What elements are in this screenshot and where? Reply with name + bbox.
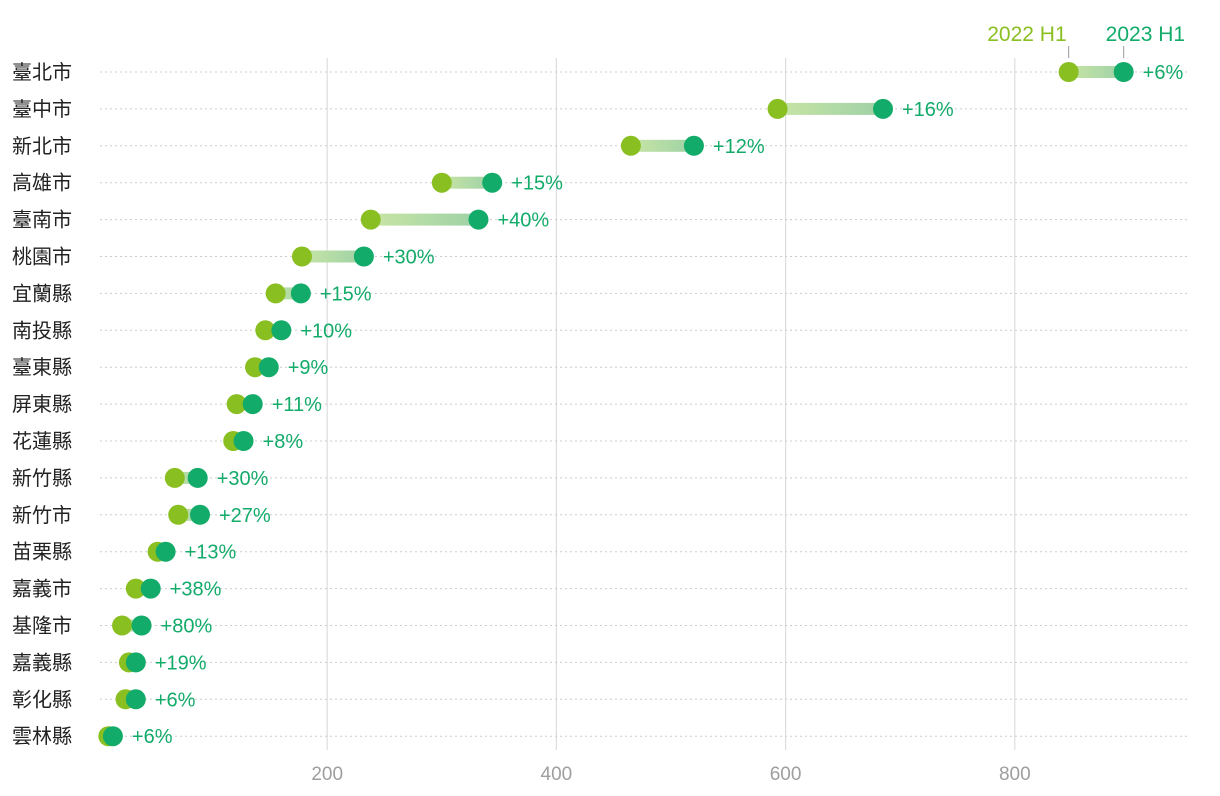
change-label: +19% [155,652,207,674]
dot-2022-h1 [226,394,247,415]
dot-2023-h1 [873,98,894,119]
category-label: 臺東縣 [12,355,72,379]
change-label: +80% [161,616,213,638]
change-label: +12% [713,136,765,158]
change-label: +15% [511,173,563,195]
change-label: +13% [185,542,237,564]
grid-layer: 200 400 600 800 [311,58,1031,785]
dot-2022-h1 [431,172,452,193]
legend-2022-h1: 2022 H1 [987,23,1066,46]
category-label: 嘉義縣 [12,650,72,674]
category-label: 彰化縣 [12,687,72,711]
dot-2023-h1 [683,135,704,156]
dot-2022-h1 [125,578,146,599]
category-label: 宜蘭縣 [12,281,72,305]
category-label: 新北市 [12,134,72,158]
category-label: 花蓮縣 [12,429,72,453]
dot-2022-h1 [360,209,381,230]
category-label: 新竹縣 [12,466,72,490]
dot-2023-h1 [242,394,263,415]
dot-2022-h1 [620,135,641,156]
change-label: +9% [288,357,329,379]
x-tick-label: 800 [999,764,1031,785]
category-label: 嘉義市 [12,577,72,601]
dot-2022-h1 [767,98,788,119]
dot-2023-h1 [233,431,254,451]
legend-2023-h1: 2023 H1 [1106,23,1185,46]
x-tick-label: 200 [311,764,343,785]
dot-2022-h1 [291,246,312,267]
connector-bar [301,250,364,263]
connector-bar [630,139,694,152]
category-label: 雲林縣 [12,724,72,748]
dot-2023-h1 [189,504,210,525]
rows-layer: 臺北市 +6% 臺中市 +16% 新北市 +12% 高雄市 +15% 臺南市 +40% 桃園市 +30… [12,60,1190,748]
dot-2022-h1 [1058,62,1079,82]
dot-2023-h1 [353,246,374,267]
change-label: +38% [170,579,222,601]
dot-2023-h1 [290,283,311,304]
dot-2023-h1 [1113,62,1134,82]
dot-2022-h1 [245,357,266,378]
dot-2023-h1 [125,652,146,673]
category-label: 高雄市 [12,171,72,195]
dot-2023-h1 [131,615,152,636]
category-label: 新竹市 [12,503,72,527]
change-label: +8% [263,431,304,453]
category-label: 基隆市 [12,614,72,638]
category-label: 臺北市 [12,60,72,84]
change-label: +6% [132,726,173,748]
dot-2023-h1 [258,357,279,378]
dot-2023-h1 [102,726,123,747]
connector-bar [1068,66,1124,78]
legend: 2022 H1 2023 H1 [987,23,1185,58]
dot-2022-h1 [265,283,286,304]
change-label: +6% [1143,62,1184,84]
category-label: 桃園市 [12,245,72,269]
connector-bar [370,213,479,226]
x-tick-label: 600 [770,764,802,785]
dot-2023-h1 [155,541,176,562]
change-label: +27% [219,505,271,527]
dot-2022-h1 [255,320,276,341]
change-label: +16% [902,99,954,121]
dot-2022-h1 [164,467,185,488]
change-label: +30% [383,247,435,269]
change-label: +40% [497,210,549,232]
change-label: +15% [320,283,372,305]
change-label: +6% [155,689,196,711]
category-label: 苗栗縣 [12,540,72,564]
dot-2023-h1 [468,209,489,230]
connector-bar [777,102,884,115]
dot-2023-h1 [125,689,146,710]
change-label: +11% [272,394,322,416]
dot-2023-h1 [482,172,503,193]
x-tick-label: 400 [541,764,573,785]
connector-bar [441,176,493,189]
dot-2023-h1 [140,578,161,599]
dot-2023-h1 [271,320,292,341]
category-label: 屏東縣 [12,392,72,416]
dot-2022-h1 [168,504,189,525]
category-label: 臺南市 [12,208,72,232]
category-label: 南投縣 [12,318,72,342]
change-label: +10% [300,320,352,342]
change-label: +30% [217,468,269,490]
dot-2023-h1 [187,467,208,488]
dot-2022-h1 [112,615,133,636]
category-label: 臺中市 [12,97,72,121]
